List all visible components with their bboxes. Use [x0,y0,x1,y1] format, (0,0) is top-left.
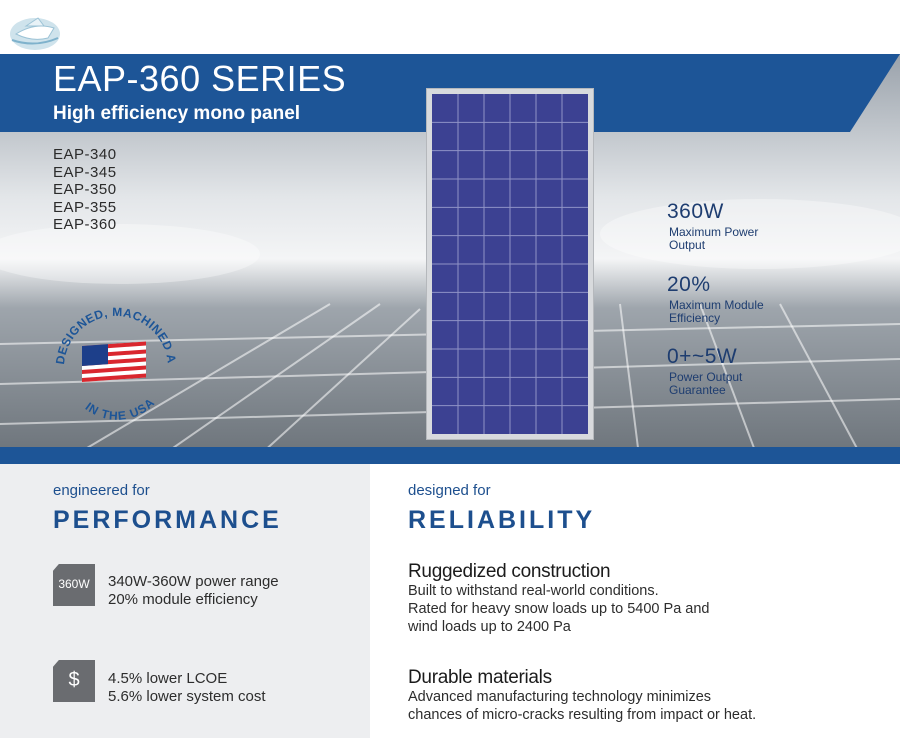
company-logo [10,17,60,50]
us-flag-icon [82,341,146,382]
reliability-section: designed for RELIABILITY Ruggedized cons… [370,464,900,738]
ruggedized-text: Built to withstand real-world conditions… [408,583,710,635]
durable-text: Advanced manufacturing technology minimi… [408,689,757,723]
ruggedized-title: Ruggedized construction [408,561,611,582]
model-list: EAP-340 EAP-345 EAP-350 EAP-355 EAP-360 [53,146,117,234]
series-title: EAP-360 SERIES [53,58,347,99]
performance-pre: engineered for [53,482,150,499]
power-rating-icon: 360W [53,564,95,606]
badge-bottom-text: IN THE USA [83,395,157,423]
model-item: EAP-350 [53,181,117,198]
performance-section: engineered for PERFORMANCE 360W 340W-360… [0,464,370,738]
durable-title: Durable materials [408,667,552,688]
spec-efficiency: 20% Maximum Module Efficiency [667,273,764,325]
model-item: EAP-355 [53,198,117,216]
divider-bar [0,447,900,464]
solar-panel-image [426,88,594,440]
dollar-icon: $ [53,660,95,702]
reliability-heading: RELIABILITY [408,506,596,534]
spec-label: Power Output Guarantee [669,370,743,397]
spec-max-power: 360W Maximum Power Output [667,200,758,252]
model-item: EAP-345 [53,163,117,181]
feature-text: 340W-360W power range 20% module efficien… [108,573,279,608]
spec-value: 0+~5W [667,345,738,368]
spec-value: 20% [667,273,711,296]
reliability-pre: designed for [408,482,491,499]
svg-text:IN THE USA: IN THE USA [83,395,158,423]
spec-value: 360W [667,200,724,223]
performance-heading: PERFORMANCE [53,506,282,534]
spec-label: Maximum Power Output [669,225,759,252]
model-item: EAP-360 [53,216,117,233]
made-in-usa-badge: DESIGNED, MACHINED AND ASSEMBLED IN THE … [50,290,178,423]
spec-label: Maximum Module Efficiency [669,298,764,325]
model-item: EAP-340 [53,146,117,163]
series-subtitle: High efficiency mono panel [53,103,301,124]
feature-text: 4.5% lower LCOE 5.6% lower system cost [108,670,266,705]
spec-guarantee: 0+~5W Power Output Guarantee [667,345,742,397]
